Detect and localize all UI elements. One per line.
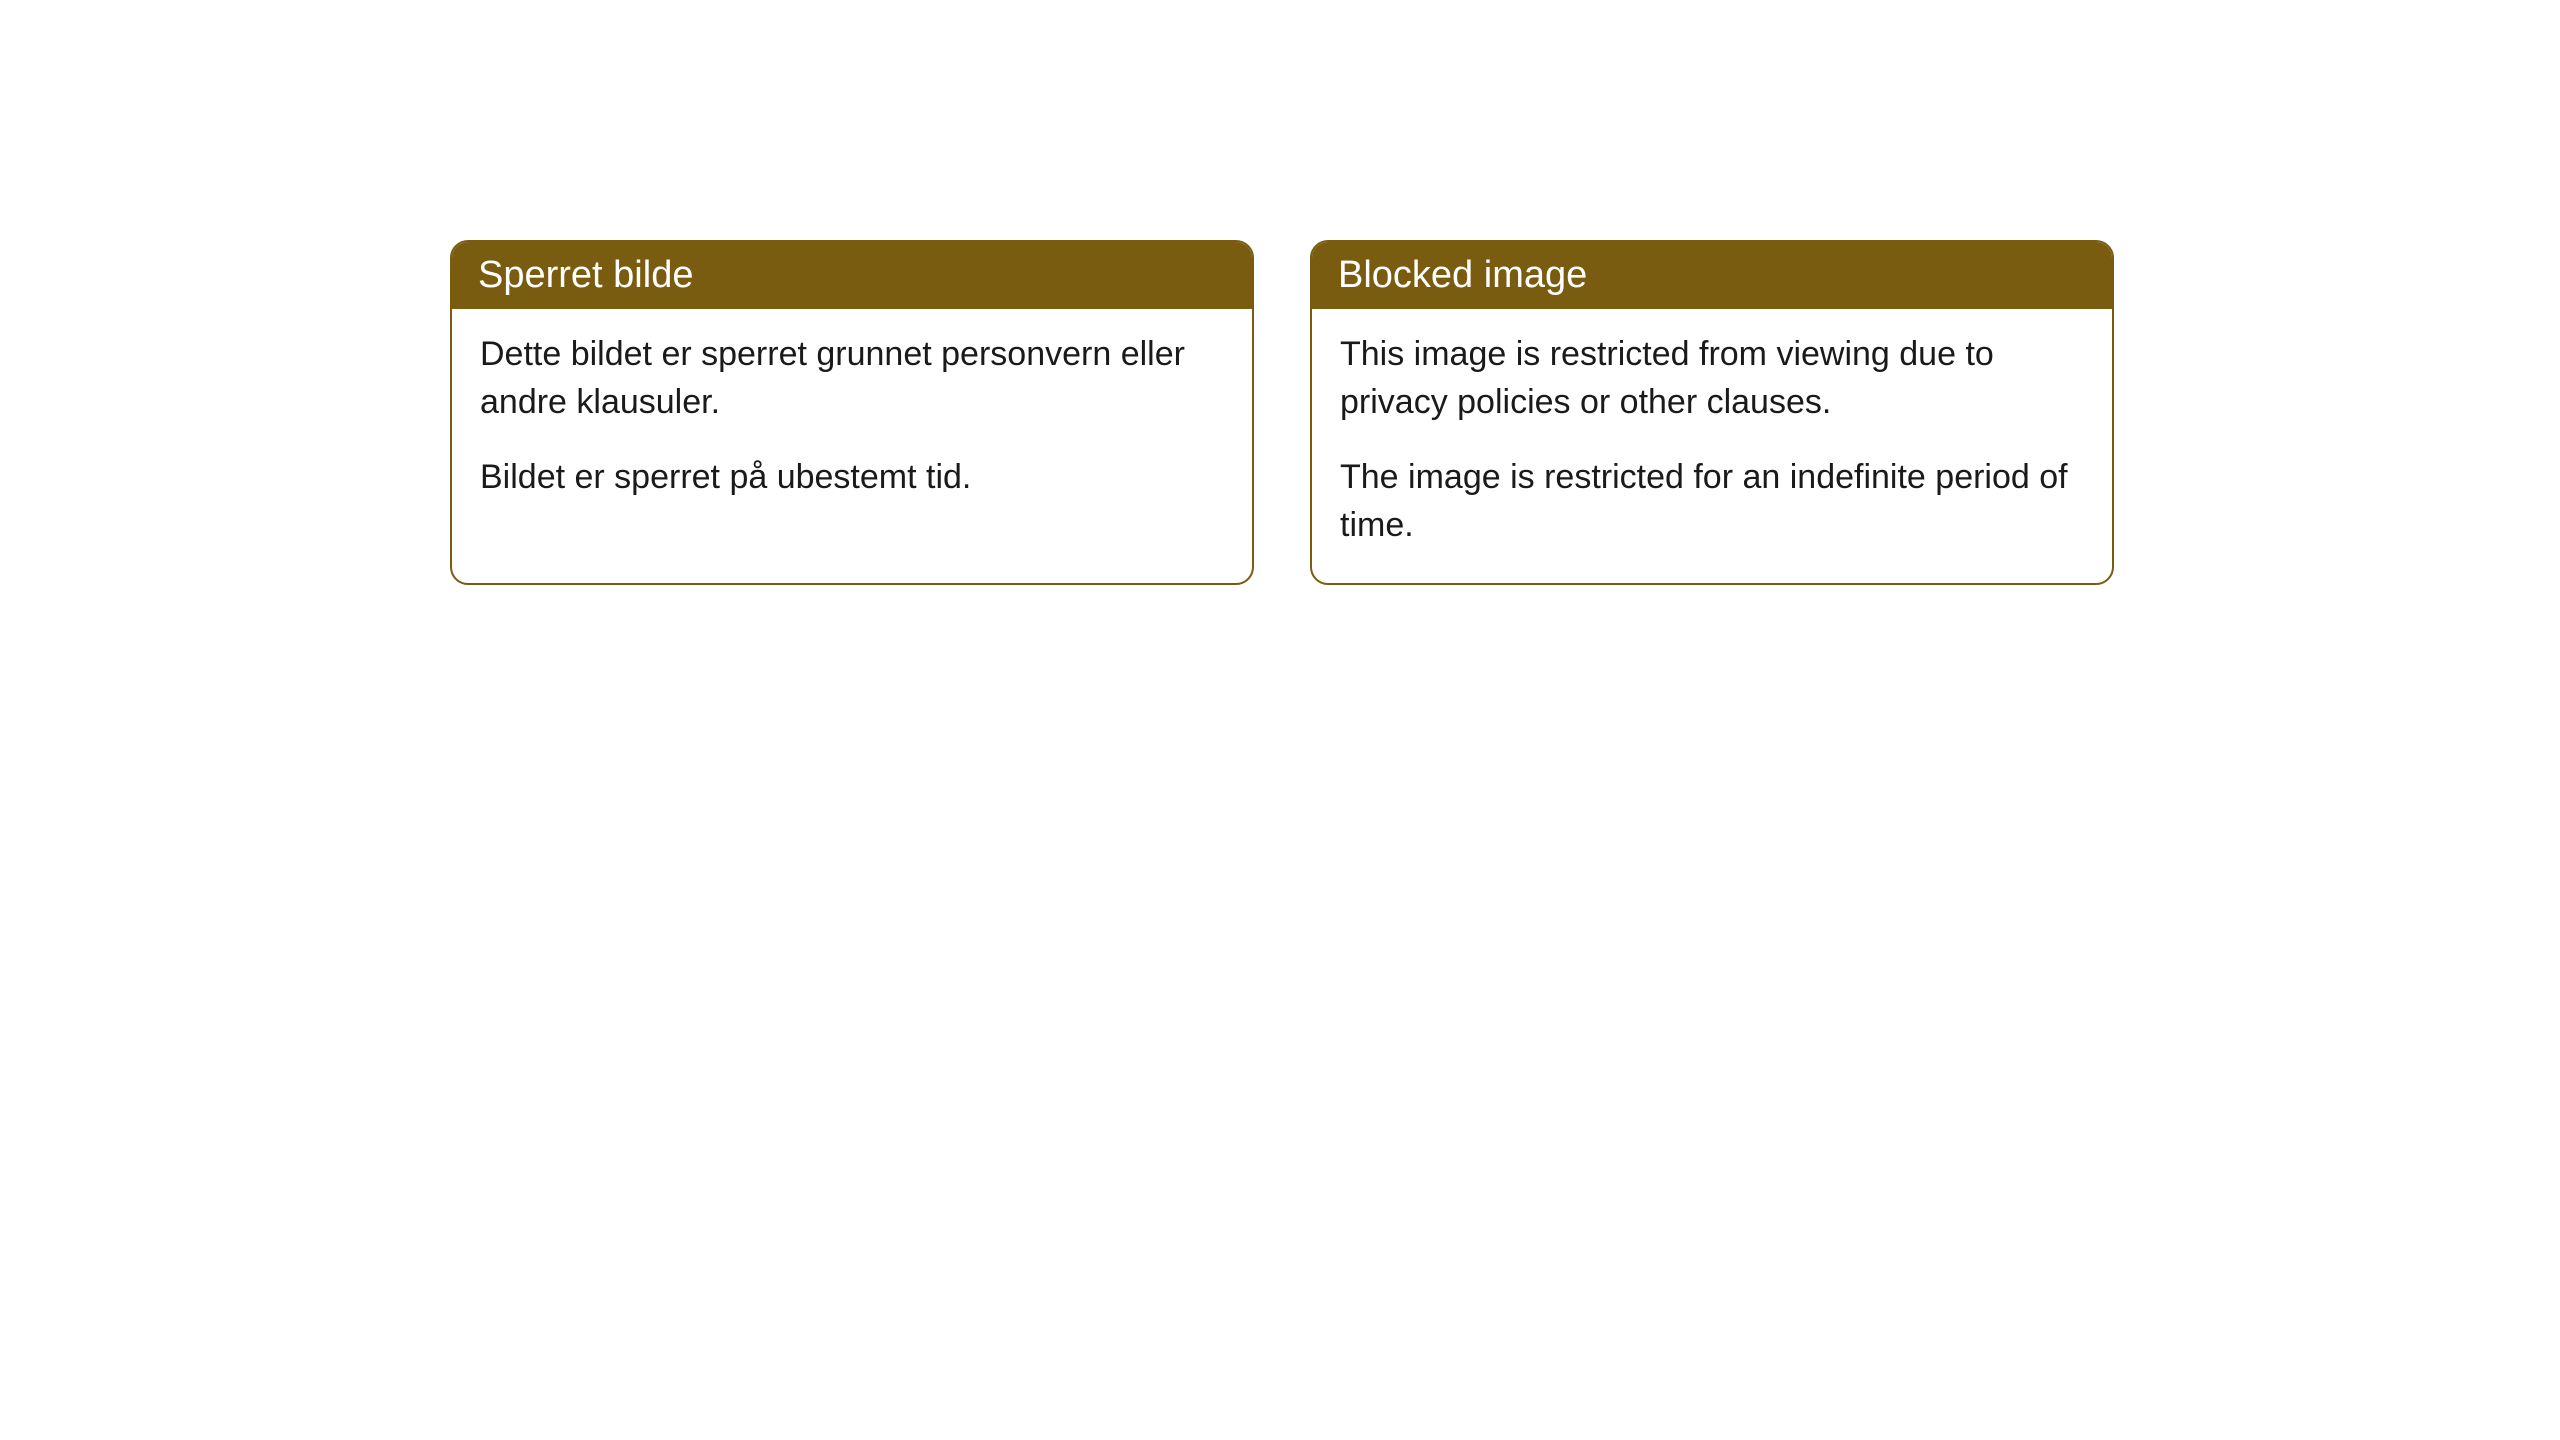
card-title-english: Blocked image [1338,254,1587,296]
notice-card-english: Blocked image This image is restricted f… [1310,240,2114,585]
card-paragraph-2-norwegian: Bildet er sperret på ubestemt tid. [480,454,1224,502]
card-paragraph-2-english: The image is restricted for an indefinit… [1340,454,2084,549]
card-body-english: This image is restricted from viewing du… [1312,309,2112,583]
card-paragraph-1-english: This image is restricted from viewing du… [1340,331,2084,426]
card-header-english: Blocked image [1312,242,2112,309]
card-title-norwegian: Sperret bilde [478,254,693,296]
notice-cards-container: Sperret bilde Dette bildet er sperret gr… [450,240,2114,585]
card-body-norwegian: Dette bildet er sperret grunnet personve… [452,309,1252,536]
notice-card-norwegian: Sperret bilde Dette bildet er sperret gr… [450,240,1254,585]
card-paragraph-1-norwegian: Dette bildet er sperret grunnet personve… [480,331,1224,426]
card-header-norwegian: Sperret bilde [452,242,1252,309]
